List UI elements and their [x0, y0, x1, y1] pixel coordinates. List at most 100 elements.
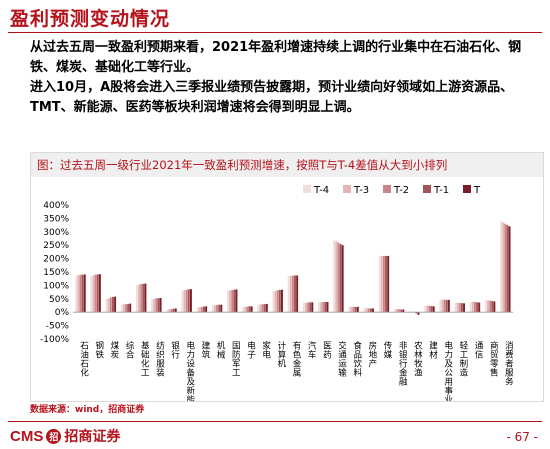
legend-label-T-1: T-1: [433, 185, 449, 196]
x-tick-label: 建筑: [200, 340, 210, 359]
bar-T-24: [447, 299, 450, 313]
x-tick-label: 纺织服装: [154, 340, 164, 377]
bar-T-3-23: [426, 305, 429, 313]
bar-T-4-10: [227, 290, 229, 313]
bar-T-2-14: [291, 275, 294, 313]
bar-T-15: [311, 302, 314, 313]
bar-T-2-24: [443, 299, 446, 313]
bar-T-3-17: [335, 241, 338, 313]
bar-T-3-5: [153, 298, 156, 313]
title-divider: [8, 32, 542, 33]
bar-T-2-25: [458, 303, 461, 313]
bar-T-3: [129, 303, 132, 313]
bar-T-2-26: [474, 302, 476, 313]
bar-T-3-8: [198, 307, 201, 313]
x-tick-label: 非银行金融: [397, 340, 407, 386]
x-tick-label: 钢铁: [94, 340, 104, 359]
bar-T-12: [265, 303, 268, 313]
bar-T-21: [402, 309, 405, 313]
bar-T-1-20: [385, 255, 388, 313]
bar-T-11: [250, 306, 253, 313]
bar-T-3-19: [365, 308, 368, 313]
logo-text-cn: 招商证券: [64, 429, 121, 445]
bar-T-2-12: [261, 304, 264, 313]
bar-T-4-23: [424, 305, 427, 313]
page-title: 盈利预测变动情况: [10, 8, 171, 30]
bar-T-3-25: [456, 302, 459, 313]
bar-T-3-7: [183, 290, 186, 313]
bar-T-2-3: [125, 304, 127, 313]
bar-T-17: [341, 245, 344, 313]
x-tick-label: 消费者服务: [503, 340, 513, 386]
bar-T-1-18: [354, 306, 357, 313]
x-tick-label: 商贸零售: [488, 340, 498, 377]
bar-T-4-25: [454, 302, 457, 313]
bar-T-2-2: [109, 297, 112, 313]
y-tick-label: 150%: [43, 268, 69, 278]
x-tick-label: 房地产: [367, 340, 377, 368]
company-logo: CMS 招 招商证券: [10, 426, 120, 446]
bar-T-1-5: [157, 298, 160, 313]
bar-T-4-27: [484, 300, 487, 313]
bar-T-4-2: [105, 298, 108, 313]
x-tick-label: 计算机: [276, 340, 286, 368]
bar-T-2-18: [352, 306, 355, 313]
x-tick-label: 医药: [321, 341, 331, 359]
x-tick-label: 农林牧渔: [412, 340, 422, 377]
legend-swatch-T-3: [343, 185, 351, 193]
bar-T-2-6: [170, 308, 173, 313]
bar-T-1-24: [445, 299, 448, 313]
bar-T-2-1: [94, 274, 97, 313]
bar-T-3-20: [380, 255, 383, 313]
bar-T-1-8: [203, 306, 205, 313]
bar-T-1-4: [142, 283, 145, 313]
bar-T-5: [159, 297, 162, 313]
y-tick-label: -100%: [40, 335, 69, 345]
bar-T-4-12: [257, 304, 260, 313]
bar-T-20: [387, 255, 390, 313]
x-tick-label: 汽车: [306, 340, 316, 359]
x-tick-label: 电力及公用事业: [443, 340, 453, 401]
bar-T-1-16: [324, 302, 327, 313]
legend-swatch-T-1: [423, 185, 431, 193]
paragraph-1: 从过去五周一致盈利预期来看，2021年盈利增速持续上调的行业集中在石油石化、钢铁…: [30, 40, 522, 75]
x-tick-label: 电力设备及新能源: [185, 340, 195, 401]
bar-T-2-9: [216, 304, 218, 313]
bar-T-4-14: [287, 276, 290, 313]
bar-T-3-18: [350, 306, 353, 313]
chart-title: 图：过去五周一级行业2021年一致盈利预测增速，按照T与T-4差值从大到小排列: [37, 158, 448, 172]
bar-T-4-1: [90, 276, 93, 313]
bar-T-2-28: [504, 223, 507, 313]
bar-T-9: [220, 304, 223, 313]
bar-T-1-21: [400, 309, 403, 313]
bar-T-3-3: [122, 304, 125, 313]
footer-divider: [8, 421, 542, 422]
logo-text-en: CMS: [10, 427, 44, 445]
legend-label-T-3: T-3: [353, 185, 369, 196]
bar-T-3-4: [138, 284, 141, 313]
x-tick-label: 电子: [245, 340, 255, 359]
bar-T-2-0: [79, 274, 82, 313]
x-tick-label: 银行: [170, 340, 180, 359]
bar-T-4-15: [302, 302, 305, 313]
bar-T-3-15: [304, 302, 307, 313]
y-tick-label: 300%: [43, 228, 69, 238]
bar-T-4-22: [409, 311, 411, 313]
bar-T-1-12: [263, 304, 266, 313]
x-tick-label: 基础化工: [139, 340, 149, 377]
page-number: - 67 -: [506, 430, 538, 444]
bar-T-4-26: [469, 302, 472, 313]
bar-T-4-17: [333, 239, 336, 313]
bar-T-4-5: [151, 298, 154, 313]
bar-T-16: [326, 302, 329, 313]
bar-T-4-4: [135, 285, 138, 313]
bar-T-4-6: [166, 309, 169, 313]
bar-T-4: [144, 283, 147, 313]
bar-T-7: [189, 289, 192, 313]
y-tick-label: 400%: [43, 201, 69, 211]
y-tick-label: 100%: [43, 281, 69, 291]
bar-T-2-10: [231, 289, 234, 313]
x-tick-label: 传媒: [382, 340, 392, 359]
legend-swatch-T-2: [383, 185, 391, 193]
x-tick-label: 交通运输: [337, 340, 347, 377]
